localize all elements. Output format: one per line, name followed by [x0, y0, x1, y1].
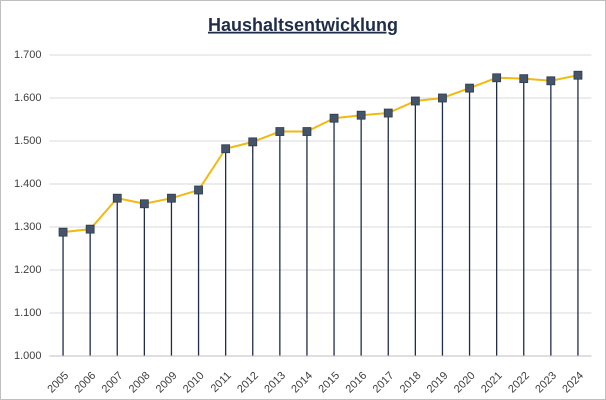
- marker: [167, 193, 176, 203]
- marker: [221, 144, 231, 154]
- marker: [248, 137, 258, 147]
- chart-title: Haushaltsentwicklung: [208, 15, 398, 35]
- marker: [383, 108, 393, 118]
- y-tick-label: 1.000: [14, 350, 42, 362]
- marker: [546, 76, 556, 86]
- marker: [492, 73, 502, 83]
- marker: [139, 199, 149, 209]
- marker: [112, 193, 122, 203]
- marker: [58, 227, 68, 237]
- marker: [85, 224, 95, 234]
- data-line: [62, 74, 579, 234]
- marker: [573, 70, 583, 80]
- y-tick-label: 1.400: [14, 178, 42, 190]
- y-tick-label: 1.100: [14, 307, 42, 319]
- y-tick-label: 1.700: [14, 49, 42, 61]
- marker: [275, 127, 285, 136]
- marker: [356, 110, 366, 120]
- y-tick-label: 1.300: [14, 221, 42, 233]
- y-tick-label: 1.600: [14, 92, 42, 104]
- y-tick-label: 1.200: [14, 264, 42, 276]
- marker: [410, 96, 420, 106]
- marker: [194, 185, 203, 195]
- marker: [438, 93, 447, 103]
- y-tick-label: 1.500: [14, 135, 42, 147]
- marker: [302, 127, 312, 136]
- marker: [519, 74, 529, 84]
- marker: [465, 83, 474, 93]
- marker: [329, 113, 339, 123]
